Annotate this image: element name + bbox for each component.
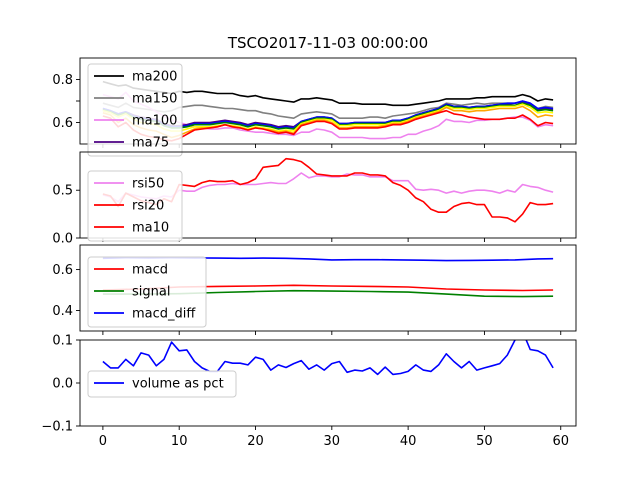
legend-label-ma100: ma100 bbox=[132, 114, 177, 129]
y-tick-label-ma: 0.8 bbox=[52, 73, 73, 88]
x-tick-label: 60 bbox=[552, 434, 569, 449]
legend-label-ma75: ma75 bbox=[132, 136, 169, 151]
panel-rsi: 0.0 0.5 rsi50 rsi20 ma10 bbox=[52, 151, 577, 247]
y-tick-label-macd: 0.6 bbox=[52, 263, 73, 278]
legend-box-volume bbox=[87, 370, 237, 398]
legend-box-ma bbox=[87, 63, 183, 157]
legend-label-ma200: ma200 bbox=[132, 70, 177, 85]
x-tick-label: 20 bbox=[247, 434, 264, 449]
chart-title: TSCO2017-11-03 00:00:00 bbox=[227, 34, 428, 52]
y-tick-label-volume: −0.1 bbox=[41, 420, 73, 435]
legend-label-rsi20: rsi20 bbox=[132, 199, 164, 214]
legend-label-ma10: ma10 bbox=[132, 221, 169, 236]
legend-label-ma150: ma150 bbox=[132, 92, 177, 107]
legend-label-rsi50: rsi50 bbox=[132, 177, 164, 192]
legend-volume: volume as pct bbox=[87, 370, 237, 398]
y-tick-label-ma: 0.6 bbox=[52, 116, 73, 131]
panel-ma: 0.6 0.8 ma200 ma150 ma100 ma75 bbox=[52, 57, 577, 157]
x-tick-label: 40 bbox=[400, 434, 417, 449]
legend-ma: ma200 ma150 ma100 ma75 bbox=[87, 63, 183, 157]
legend-box-macd bbox=[87, 256, 207, 328]
x-tick-label: 30 bbox=[324, 434, 341, 449]
legend-label-signal: signal bbox=[132, 285, 170, 300]
series-line-volume-volume as pct bbox=[102, 340, 554, 376]
legend-box-rsi bbox=[87, 170, 183, 242]
y-tick-label-volume: 0.0 bbox=[52, 377, 73, 392]
x-tick-label: 50 bbox=[476, 434, 493, 449]
legend-macd: macd signal macd_diff bbox=[87, 256, 207, 328]
y-tick-label-volume: 0.1 bbox=[52, 334, 73, 349]
x-tick-label: 0 bbox=[99, 434, 107, 449]
panel-macd: 0.4 0.6 macd signal macd_diff bbox=[52, 244, 577, 335]
axes-frame-macd bbox=[79, 244, 577, 332]
y-tick-label-rsi: 0.5 bbox=[52, 184, 73, 199]
legend-label-macd_diff: macd_diff bbox=[132, 307, 196, 322]
y-tick-label-macd: 0.4 bbox=[52, 304, 73, 319]
y-tick-label-rsi: 0.0 bbox=[52, 232, 73, 247]
panel-volume: −0.1 0.0 0.1 0 10 20 30 40 50 60 volume as pct bbox=[41, 334, 577, 449]
legend-label-macd: macd bbox=[132, 263, 168, 278]
legend-label-volume as pct: volume as pct bbox=[132, 377, 224, 392]
series-group-volume bbox=[102, 340, 554, 376]
x-tick-label: 10 bbox=[171, 434, 188, 449]
legend-rsi: rsi50 rsi20 ma10 bbox=[87, 170, 183, 242]
axes-frame-rsi bbox=[79, 151, 577, 239]
